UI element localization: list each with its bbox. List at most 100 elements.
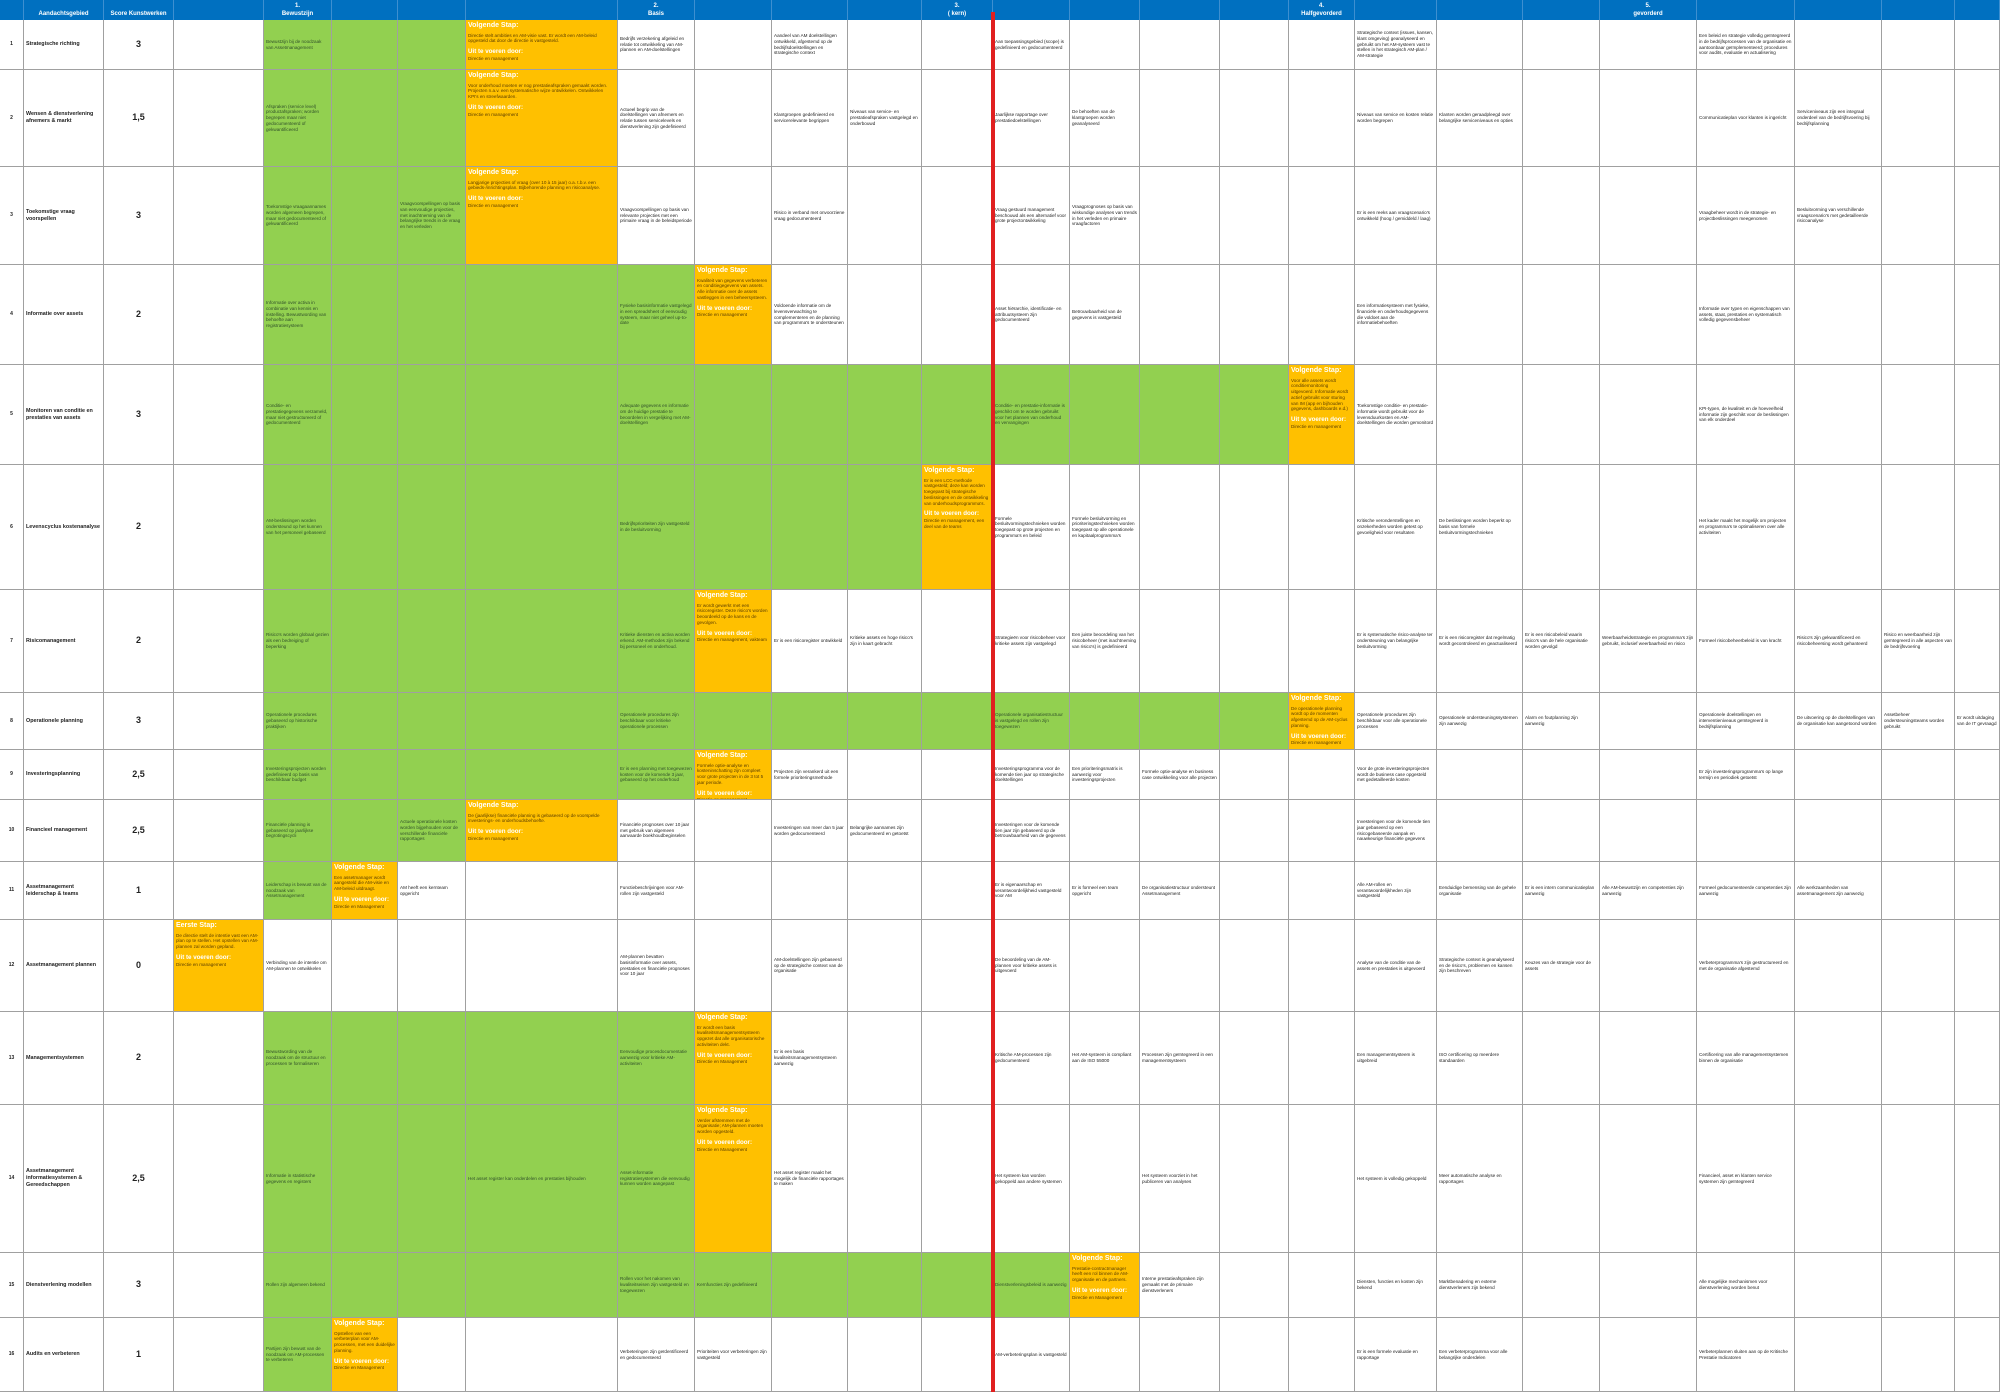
- score: 2,5: [104, 1105, 174, 1253]
- score-text: 3: [135, 209, 141, 220]
- cell: AM-beslissingen worden ondersteund op he…: [264, 465, 332, 590]
- cell: De beslissingen worden beperkt op basis …: [1437, 465, 1523, 590]
- cell-text: Klantgroepen gedefinieerd en servicerele…: [774, 112, 835, 123]
- cell: [1140, 167, 1220, 265]
- cell-text: AM-plannen bevatten basisinformatie over…: [620, 954, 690, 977]
- by-label: Uit te voeren door:: [468, 828, 524, 836]
- header-cell: [1955, 0, 2000, 20]
- cell: Het asset register maakt het mogelijk de…: [772, 1105, 848, 1253]
- cell: [1289, 20, 1355, 70]
- cell-text: Niveaus van service en kosten relatie wo…: [1357, 112, 1434, 123]
- cell: [1437, 800, 1523, 862]
- cell-text: Het AM-systeem is compliant aan de ISO 5…: [1072, 1052, 1132, 1063]
- cell: [1955, 465, 2000, 590]
- cell: Eenvoudige procesdocumentatie aanwezig v…: [618, 1012, 695, 1105]
- cell-text: AM heeft een kernteam opgericht: [400, 884, 448, 896]
- header-cell: Score Kunstwerken: [104, 0, 174, 20]
- cell: [1600, 920, 1697, 1012]
- cell: [1882, 70, 1955, 167]
- cell: [332, 920, 398, 1012]
- cell: Financiële prognoses over 10 jaar met ge…: [618, 800, 695, 862]
- cell: Rollen voor het nakomen van kwaliteitsei…: [618, 1253, 695, 1318]
- cell: Meer automatische analyse en rapportages: [1437, 1105, 1523, 1253]
- cell-text: Actueel begrip van de doelstellingen van…: [620, 106, 686, 129]
- cell: [848, 920, 922, 1012]
- by-text: Directie en Management: [697, 1146, 748, 1152]
- row-number: 5: [0, 365, 24, 465]
- cell: [1955, 800, 2000, 862]
- score-text: 2,5: [132, 824, 145, 835]
- cell: [1289, 265, 1355, 365]
- cell: [1220, 862, 1289, 920]
- cell: [398, 265, 466, 365]
- cell-text: Communicatieplan voor klanten is ingeric…: [1699, 115, 1787, 121]
- cell: [174, 1105, 264, 1253]
- by-text: Directie en Management: [697, 1059, 748, 1065]
- score: 1: [104, 862, 174, 920]
- cell: [1882, 862, 1955, 920]
- cell: Besluitvorming van verschillende vraagsc…: [1795, 167, 1882, 265]
- cell: Vraag gestuurd management beschouwd als …: [993, 167, 1070, 265]
- cell: Verbeteringen zijn geïdentificeerd en ge…: [618, 1318, 695, 1392]
- cell: De behoeften van de klantgroepen worden …: [1070, 70, 1140, 167]
- cell: Formeel risicobeheerbeleid is van kracht: [1697, 590, 1795, 693]
- row-number: 12: [0, 920, 24, 1012]
- header-cell: 2. Basis: [618, 0, 695, 20]
- cell: Financieel, asset en klanten service sys…: [1697, 1105, 1795, 1253]
- cell-text: Er is formeel een team opgericht: [1072, 884, 1119, 896]
- by-label: Uit te voeren door:: [1072, 1286, 1128, 1294]
- cell-text: Marktbenadering en externe dienstverlene…: [1439, 1279, 1497, 1290]
- cell-text: De beslissingen worden beperkt op basis …: [1439, 518, 1511, 535]
- cell-text: Meer automatische analyse en rapportages: [1439, 1172, 1502, 1184]
- by-text: Directie en management: [697, 312, 748, 318]
- cell: [695, 800, 772, 862]
- row-number-text: 3: [10, 212, 13, 219]
- cell: Het systeem kan worden gekoppeld aan and…: [993, 1105, 1070, 1253]
- cell: [1220, 365, 1289, 465]
- cell-text: Klanten worden geraadpleegd over belangr…: [1439, 112, 1513, 123]
- cell-text: Financiële planning is gebaseerd op jaar…: [266, 821, 314, 839]
- cell-text: Eenvoudige procesdocumentatie aanwezig v…: [620, 1049, 687, 1066]
- step-heading: Volgende Stap:: [1291, 367, 1342, 374]
- cell: Adequate gegevens en informatie om de hu…: [618, 365, 695, 465]
- header-cell: [993, 0, 1070, 20]
- cell: [174, 590, 264, 693]
- cell: [1882, 1012, 1955, 1105]
- cell: Er is systematische risico-analyse ter o…: [1355, 590, 1437, 693]
- step-heading: Volgende Stap:: [1072, 1255, 1123, 1262]
- cell: KPI-typen, de kwaliteit en de hoeveelhei…: [1697, 365, 1795, 465]
- stage-number: 2.: [653, 3, 659, 9]
- cell: Het kader maakt het mogelijk om projecte…: [1697, 465, 1795, 590]
- score: 3: [104, 20, 174, 70]
- cell: [332, 20, 398, 70]
- cell-text: Voor de grote investeringsprojecten word…: [1357, 765, 1430, 783]
- cell-text: Eenduidige bemensing van de gehele organ…: [1439, 884, 1516, 896]
- cell: Het asset register kan onderdelen en pre…: [466, 1105, 618, 1253]
- cell: [1070, 365, 1140, 465]
- cell: Leiderschap is bewust van de noodzaak va…: [264, 862, 332, 920]
- stage-name: gevorderd: [1633, 10, 1663, 17]
- cell-text: Er is een formele evaluatie en rapportag…: [1357, 1348, 1418, 1360]
- by-label: Uit te voeren door:: [334, 1357, 390, 1365]
- cell: Operationele ondersteuningssystemen zijn…: [1437, 693, 1523, 750]
- cell: [1955, 265, 2000, 365]
- cell-text: Vraagvoorspellingen op basis van eenvoud…: [400, 201, 461, 230]
- cell: Marktbenadering en externe dienstverlene…: [1437, 1253, 1523, 1318]
- cell: [1795, 20, 1882, 70]
- cell: [1955, 1105, 2000, 1253]
- cell: Alle AM-bewustzijn en competenties zijn …: [1600, 862, 1697, 920]
- by-label: Uit te voeren door:: [334, 895, 390, 903]
- cell-text: De (jaarlijkse) financiële planning is g…: [468, 812, 600, 824]
- row-number-text: 14: [8, 1175, 15, 1182]
- header-cell: [1795, 0, 1882, 20]
- cell-text: Er is een LCC-methode vastgesteld; deze …: [924, 477, 989, 506]
- stage-name: Halfgevorderd: [1301, 10, 1342, 17]
- cell-text: De directie stelt de intentie vast een A…: [176, 932, 259, 950]
- cell: [772, 1253, 848, 1318]
- cell-text: Diensten, functies en kosten zijn bekend: [1357, 1279, 1423, 1290]
- cell: Er is een formele evaluatie en rapportag…: [1355, 1318, 1437, 1392]
- cell: [1437, 167, 1523, 265]
- row-number: 3: [0, 167, 24, 265]
- cell-text: Interne prestatieafspraken zijn gemaakt …: [1142, 1276, 1204, 1293]
- cell-text: Asset-informatie registratiesystemen die…: [620, 1169, 690, 1187]
